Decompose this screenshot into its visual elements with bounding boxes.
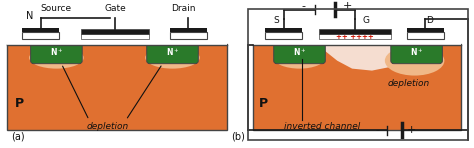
- Text: D: D: [426, 16, 433, 25]
- Polygon shape: [322, 45, 401, 71]
- Text: Drain: Drain: [171, 4, 196, 13]
- Bar: [319, 34, 391, 39]
- Text: depletion: depletion: [388, 79, 430, 88]
- Bar: [407, 28, 445, 32]
- Text: -: -: [376, 125, 380, 135]
- Ellipse shape: [145, 47, 200, 69]
- FancyBboxPatch shape: [391, 40, 442, 64]
- Text: N: N: [26, 11, 34, 21]
- Bar: [22, 28, 59, 32]
- Text: S: S: [274, 16, 280, 25]
- FancyBboxPatch shape: [147, 40, 198, 64]
- Bar: [319, 29, 391, 34]
- Bar: [248, 9, 468, 140]
- Bar: [7, 44, 227, 130]
- Ellipse shape: [29, 47, 84, 69]
- FancyBboxPatch shape: [31, 40, 82, 64]
- Text: G: G: [363, 16, 370, 25]
- Text: +: +: [342, 1, 352, 11]
- Text: N$^+$: N$^+$: [166, 46, 179, 58]
- FancyBboxPatch shape: [273, 40, 325, 64]
- Text: P: P: [259, 97, 268, 110]
- Text: P: P: [15, 97, 24, 110]
- Bar: [81, 34, 149, 39]
- Bar: [81, 29, 149, 34]
- Bar: [22, 32, 59, 39]
- Bar: [170, 28, 207, 32]
- Bar: [265, 28, 302, 32]
- Bar: [253, 39, 461, 45]
- Text: N$^+$: N$^+$: [293, 46, 306, 58]
- Bar: [265, 32, 302, 39]
- Text: (b): (b): [231, 131, 245, 141]
- Text: inverted channel: inverted channel: [284, 122, 360, 131]
- Bar: [407, 32, 445, 39]
- Text: N$^+$: N$^+$: [50, 46, 63, 58]
- Text: Gate: Gate: [104, 4, 126, 13]
- Text: (a): (a): [11, 131, 25, 141]
- Text: ++ ++++: ++ ++++: [336, 34, 374, 40]
- Bar: [253, 44, 461, 130]
- Text: depletion: depletion: [87, 122, 129, 131]
- Bar: [7, 39, 227, 45]
- Text: N$^+$: N$^+$: [410, 46, 423, 58]
- Ellipse shape: [273, 47, 325, 69]
- Text: -: -: [301, 1, 305, 11]
- Text: +: +: [407, 125, 416, 135]
- Ellipse shape: [385, 46, 445, 76]
- Text: Source: Source: [41, 4, 72, 13]
- Bar: [170, 32, 207, 39]
